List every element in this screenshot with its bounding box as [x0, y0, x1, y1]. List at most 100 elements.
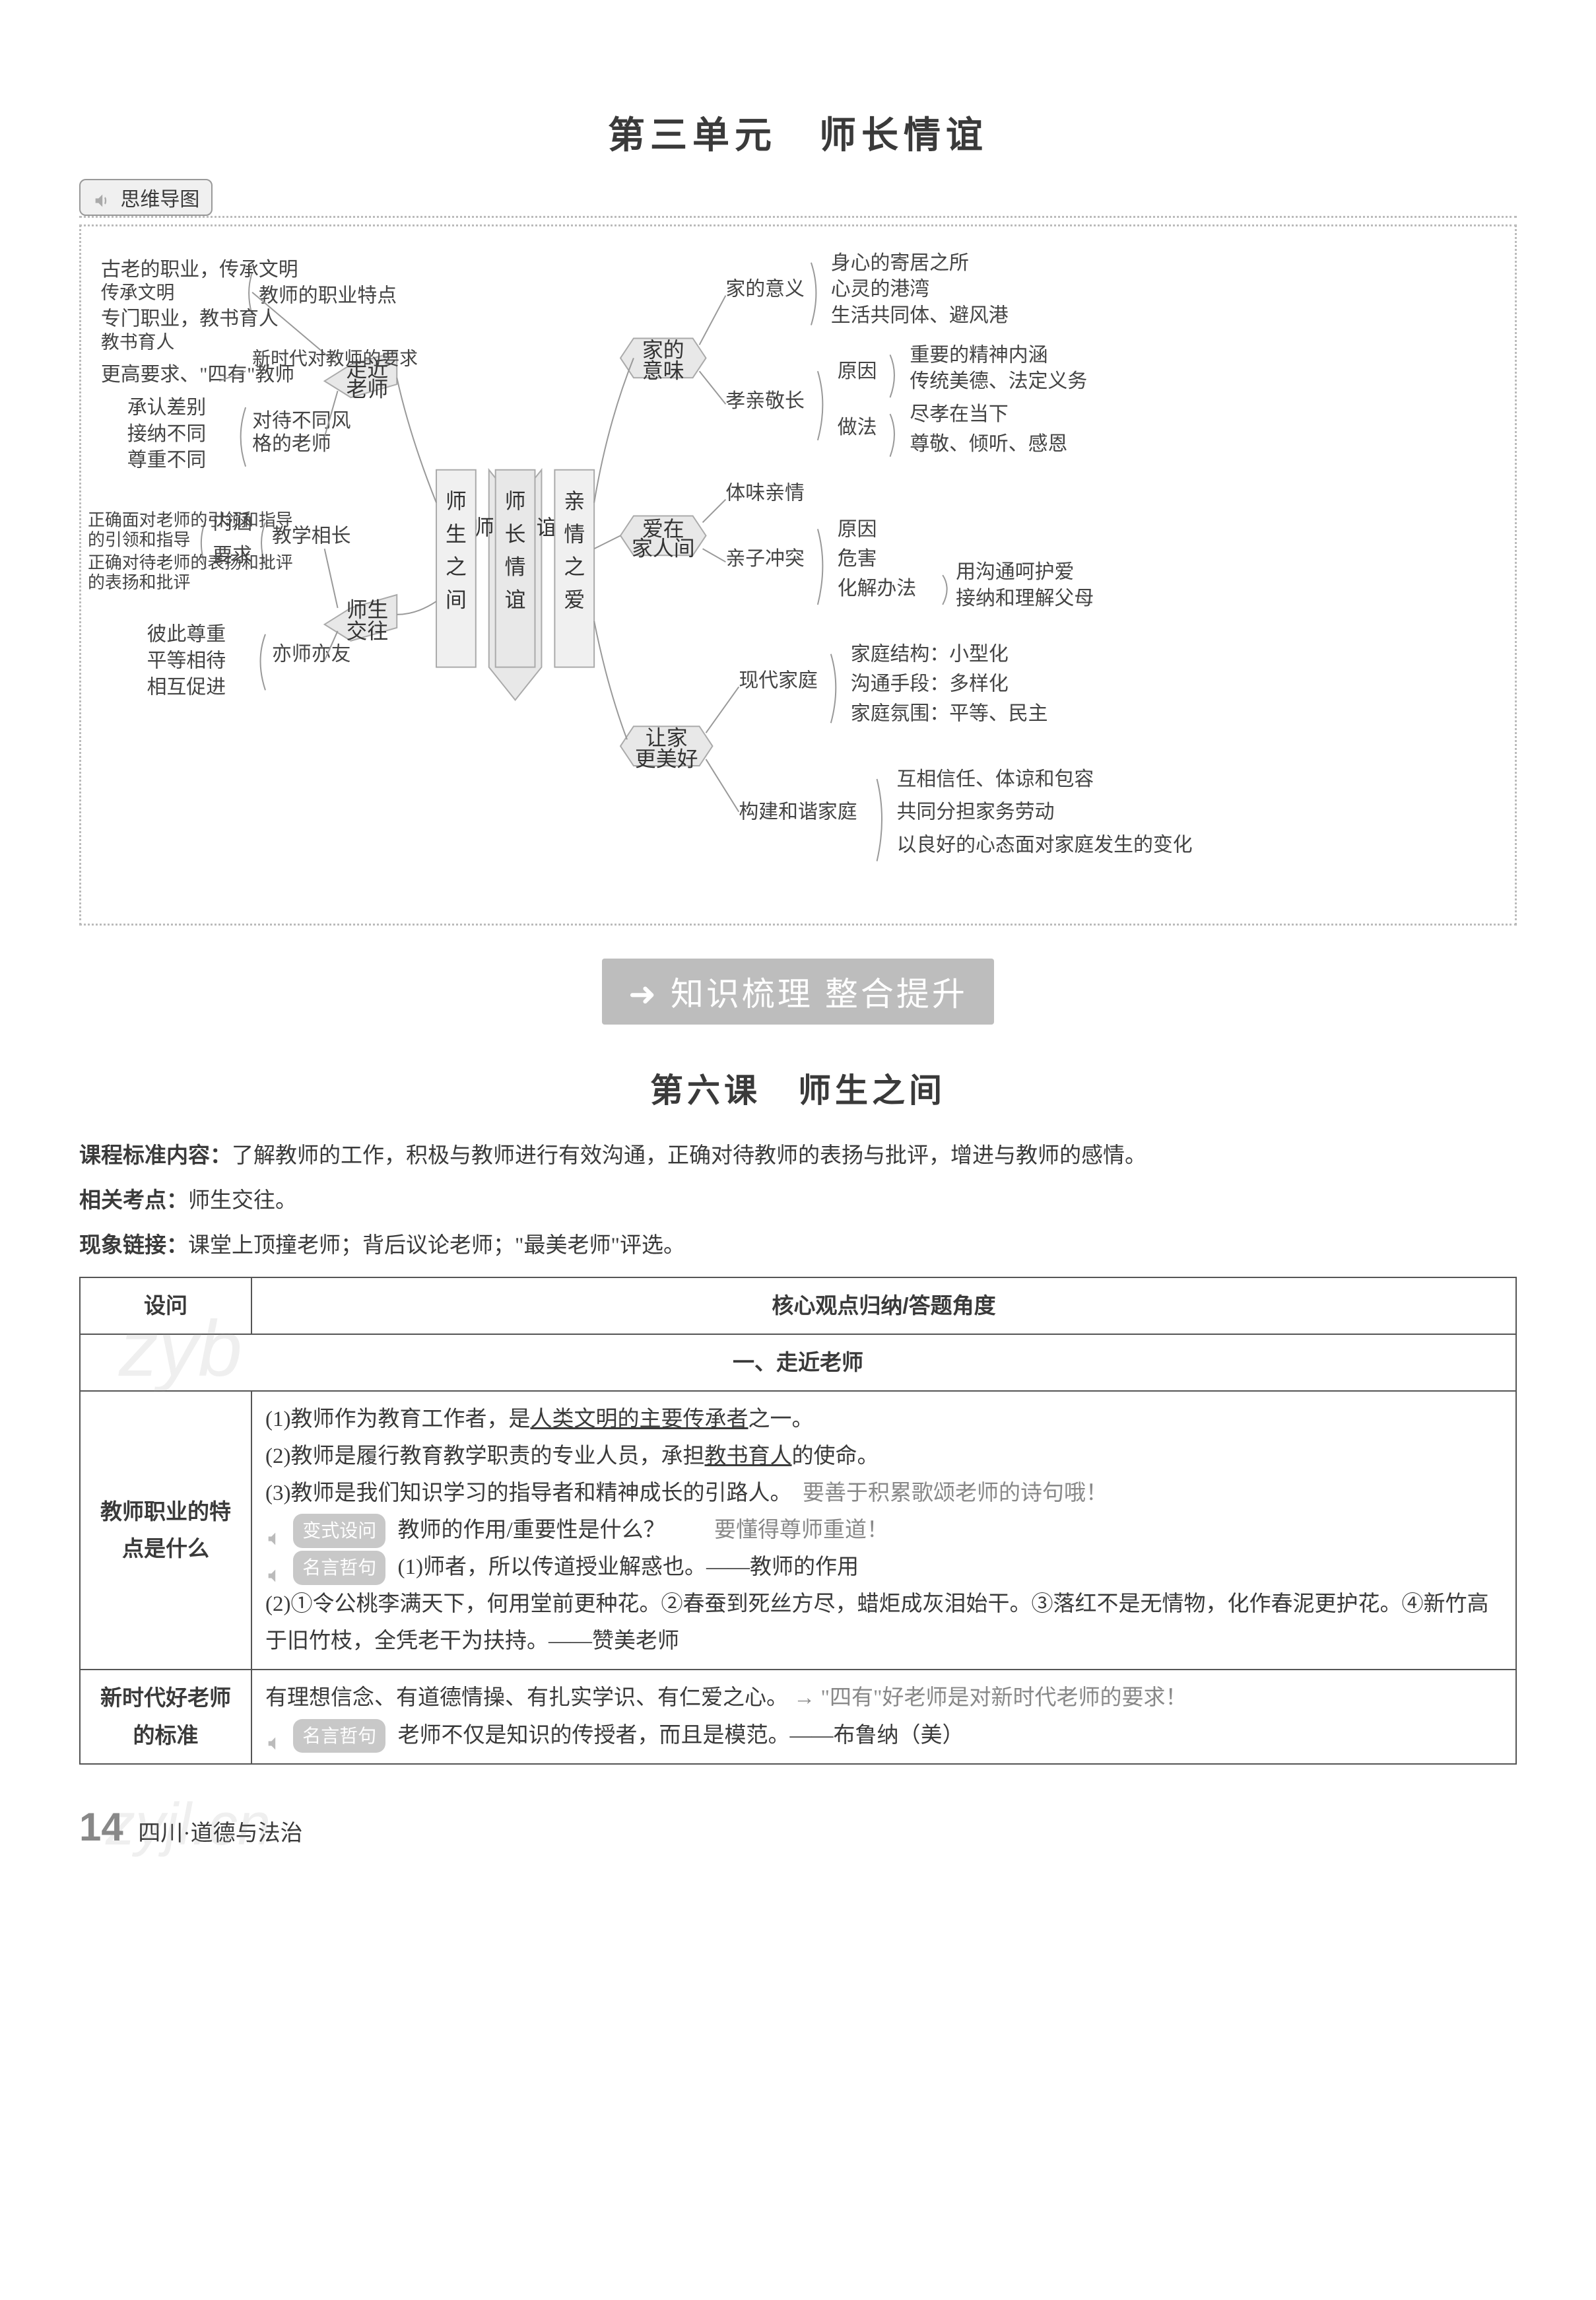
intro-2: 相关考点：师生交往。 [79, 1183, 1517, 1219]
svg-text:承认差别: 承认差别 [127, 397, 207, 419]
svg-text:原因: 原因 [838, 518, 877, 540]
svg-text:家的意义: 家的意义 [725, 279, 805, 300]
svg-text:以良好的心态面对家庭发生的变化: 以良好的心态面对家庭发生的变化 [896, 834, 1192, 856]
svg-text:做法: 做法 [838, 417, 877, 438]
svg-text:用沟通呵护爱: 用沟通呵护爱 [956, 561, 1074, 583]
svg-text:体味亲情: 体味亲情 [725, 483, 805, 504]
svg-text:构建和谐家庭: 构建和谐家庭 [739, 801, 857, 823]
pill-quote: 名言哲句 [293, 1551, 385, 1585]
svg-text:教师的职业特点: 教师的职业特点 [259, 285, 397, 307]
svg-text:重要的精神内涵: 重要的精神内涵 [910, 344, 1047, 366]
audio-icon [265, 1728, 284, 1746]
footer: 14 四川·道德与法治 [79, 1804, 1517, 1850]
svg-text:意味: 意味 [642, 359, 684, 383]
svg-text:师: 师 [446, 489, 467, 513]
svg-text:家人间: 家人间 [632, 537, 695, 560]
table-row: 教师职业的特点是什么 (1)教师作为教育工作者，是人类文明的主要传承者之一。 (… [80, 1391, 1516, 1670]
svg-text:古老的职业，传承文明: 古老的职业，传承文明 [101, 259, 298, 281]
row2-head: 新时代好老师的标准 [80, 1670, 251, 1763]
svg-text:让家: 让家 [646, 726, 688, 750]
svg-text:传承文明: 传承文明 [101, 283, 175, 304]
svg-text:谊: 谊 [505, 588, 526, 611]
svg-text:情: 情 [505, 555, 526, 579]
svg-text:情: 情 [564, 522, 585, 546]
svg-text:师生: 师生 [347, 597, 389, 621]
row2-body: 有理想信念、有道德情操、有扎实学识、有仁爱之心。 → "四有"好老师是对新时代老… [251, 1670, 1516, 1763]
th-question: 设问 [80, 1277, 251, 1334]
svg-text:平等相待: 平等相待 [147, 650, 226, 672]
svg-text:教书育人: 教书育人 [101, 331, 175, 353]
svg-text:危害: 危害 [838, 548, 877, 570]
svg-text:之: 之 [564, 555, 585, 579]
svg-text:生活共同体、避风港: 生活共同体、避风港 [831, 305, 1009, 327]
row1-head: 教师职业的特点是什么 [80, 1391, 251, 1670]
svg-text:亦师亦友: 亦师亦友 [272, 644, 351, 665]
subhead-1: 一、走近老师 [80, 1334, 1516, 1391]
mindmap-svg: 师长情谊 师 长 情 谊 师 生 之 间 亲 情 之 爱 走近 老师 教师的职业… [88, 240, 1508, 910]
runner-icon: ➜ [628, 976, 671, 1013]
svg-text:化解办法: 化解办法 [838, 578, 917, 599]
svg-text:间: 间 [446, 588, 467, 611]
mindmap: 师长情谊 师 长 情 谊 师 生 之 间 亲 情 之 爱 走近 老师 教师的职业… [79, 224, 1517, 926]
svg-text:尊敬、倾听、感恩: 尊敬、倾听、感恩 [910, 433, 1067, 455]
svg-text:之: 之 [446, 555, 467, 579]
svg-text:现代家庭: 现代家庭 [739, 669, 818, 691]
svg-text:的引领和指导: 的引领和指导 [88, 530, 190, 549]
handwrite-note: 要懂得尊师重道！ [714, 1518, 888, 1542]
table-row: 新时代好老师的标准 有理想信念、有道德情操、有扎实学识、有仁爱之心。 → "四有… [80, 1670, 1516, 1763]
svg-text:亲子冲突: 亲子冲突 [725, 548, 805, 570]
pill-quote: 名言哲句 [293, 1719, 385, 1753]
svg-text:身心的寄居之所: 身心的寄居之所 [831, 252, 969, 274]
svg-text:师: 师 [505, 489, 526, 513]
svg-text:原因: 原因 [838, 360, 877, 382]
svg-text:家庭氛围：平等、民主: 家庭氛围：平等、民主 [851, 702, 1048, 724]
svg-text:交往: 交往 [347, 619, 389, 643]
banner: ➜ 知识梳理 整合提升 [602, 959, 994, 1025]
svg-text:生: 生 [446, 522, 467, 546]
svg-text:家的: 家的 [642, 338, 684, 362]
handwrite-note: 要善于积累歌颂老师的诗句哦！ [803, 1481, 1108, 1505]
intro-1: 课程标准内容：了解教师的工作，积极与教师进行有效沟通，正确对待教师的表扬与批评，… [79, 1138, 1517, 1174]
table-subhead-row: 一、走近老师 [80, 1334, 1516, 1391]
dotted-rule [79, 216, 1517, 218]
svg-text:心灵的港湾: 心灵的港湾 [831, 279, 929, 300]
svg-text:爱: 爱 [564, 588, 585, 611]
svg-text:尊重不同: 尊重不同 [127, 450, 207, 471]
svg-text:沟通手段：多样化: 沟通手段：多样化 [851, 673, 1009, 694]
svg-text:更美好: 更美好 [635, 747, 698, 770]
svg-text:格的老师: 格的老师 [252, 433, 331, 455]
svg-text:共同分担家务劳动: 共同分担家务劳动 [896, 801, 1054, 823]
footer-label: 四川·道德与法治 [138, 1821, 302, 1846]
svg-text:的表扬和批评: 的表扬和批评 [88, 573, 190, 592]
svg-text:专门职业，教书育人: 专门职业，教书育人 [101, 308, 279, 330]
intro-3: 现象链接：课堂上顶撞老师；背后议论老师；"最美老师"评选。 [79, 1228, 1517, 1264]
svg-text:亲: 亲 [564, 489, 585, 513]
svg-text:家庭结构：小型化: 家庭结构：小型化 [851, 644, 1009, 665]
svg-text:老师: 老师 [347, 378, 389, 401]
svg-text:正确面对老师的引领和指导: 正确面对老师的引领和指导 [88, 510, 293, 529]
mindmap-tag: 思维导图 [79, 179, 213, 216]
svg-text:更高要求、"四有"教师: 更高要求、"四有"教师 [101, 364, 294, 386]
audio-icon [265, 1560, 284, 1578]
svg-text:孝亲敬长: 孝亲敬长 [725, 390, 805, 412]
svg-text:尽孝在当下: 尽孝在当下 [910, 403, 1008, 425]
svg-text:长: 长 [505, 522, 526, 546]
page-title: 第三单元 师长情谊 [79, 106, 1517, 159]
banner-label: 知识梳理 整合提升 [671, 976, 968, 1013]
row1-body: (1)教师作为教育工作者，是人类文明的主要传承者之一。 (2)教师是履行教育教学… [251, 1391, 1516, 1670]
page-number: 14 [79, 1805, 123, 1849]
lesson-title: 第六课 师生之间 [79, 1064, 1517, 1112]
svg-text:相互促进: 相互促进 [147, 676, 226, 698]
pill-variant: 变式设问 [293, 1514, 385, 1548]
handwrite-note: → "四有"好老师是对新时代老师的要求！ [793, 1686, 1187, 1710]
mindmap-tag-label: 思维导图 [120, 189, 199, 211]
svg-text:对待不同风: 对待不同风 [252, 410, 350, 432]
audio-icon [92, 191, 111, 210]
table-header-row: 设问 核心观点归纳/答题角度 [80, 1277, 1516, 1334]
svg-text:传统美德、法定义务: 传统美德、法定义务 [910, 370, 1087, 392]
svg-text:彼此尊重: 彼此尊重 [147, 624, 226, 646]
svg-text:互相信任、体谅和包容: 互相信任、体谅和包容 [896, 768, 1094, 790]
svg-text:接纳和理解父母: 接纳和理解父母 [956, 588, 1094, 609]
th-answer: 核心观点归纳/答题角度 [251, 1277, 1516, 1334]
svg-text:接纳不同: 接纳不同 [127, 423, 207, 445]
